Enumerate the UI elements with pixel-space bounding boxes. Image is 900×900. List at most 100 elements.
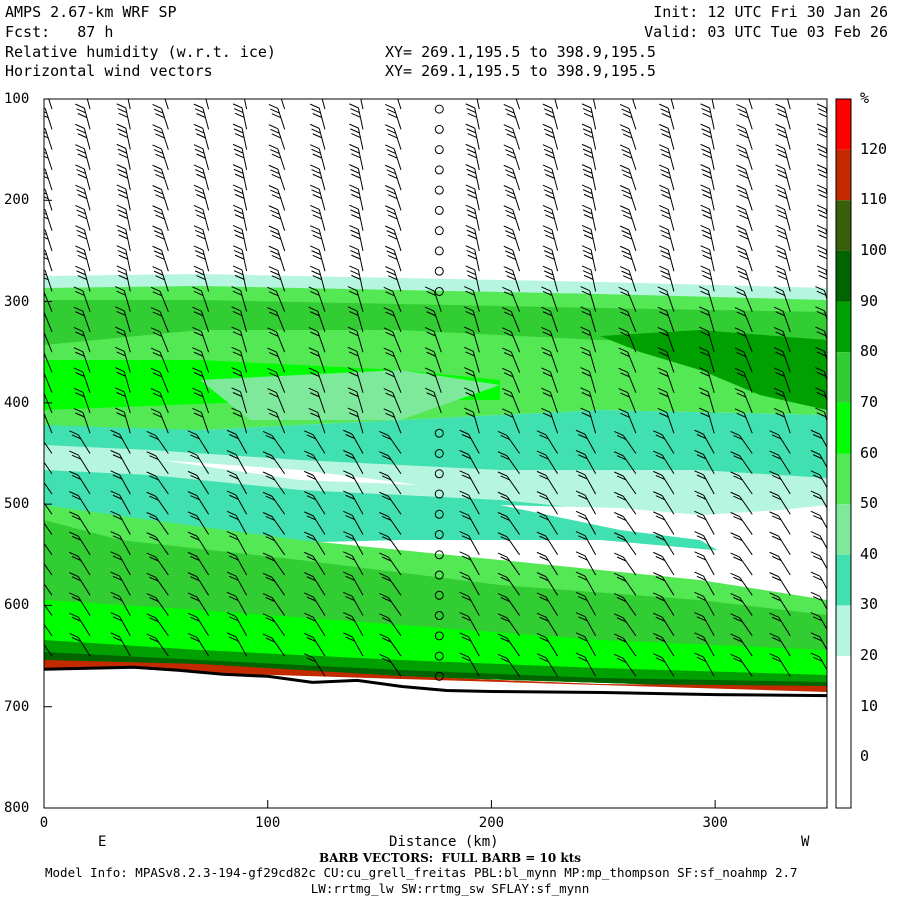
wind-barb <box>734 347 753 373</box>
wind-barb <box>736 225 753 252</box>
wind-barb <box>497 552 520 576</box>
wind-barb <box>618 327 637 353</box>
wind-barb <box>464 326 480 353</box>
wind-barb <box>698 367 715 393</box>
wind-barb <box>434 509 444 519</box>
wind-barb <box>659 144 675 171</box>
wind-barb <box>614 653 637 677</box>
wind-barb <box>769 612 791 637</box>
wind-barb <box>267 408 286 434</box>
wind-barb <box>146 593 169 616</box>
wind-barb <box>308 306 326 333</box>
wind-barb <box>73 347 91 373</box>
plot-frame <box>43 98 828 809</box>
wind-barb <box>503 164 521 191</box>
wind-barb <box>619 225 637 252</box>
wind-barb <box>304 511 326 535</box>
colorbar-swatch <box>836 656 851 707</box>
wind-barb <box>187 632 210 657</box>
wind-barb <box>424 326 442 353</box>
wind-barb <box>75 144 91 171</box>
barb-note: BARB VECTORS: FULL BARB = 10 kts <box>318 851 582 865</box>
wind-barb <box>700 245 715 272</box>
wind-barb <box>434 205 444 215</box>
wind-barb <box>192 286 210 312</box>
wind-barb <box>769 470 791 495</box>
wind-barb <box>581 204 597 231</box>
wind-barb <box>268 144 286 171</box>
colorbar-swatch <box>836 352 851 403</box>
wind-barb <box>465 265 480 292</box>
colorbar-label: 40 <box>860 544 879 563</box>
wind-barb <box>536 551 559 576</box>
wind-barb <box>75 204 91 231</box>
wind-barb <box>267 307 286 333</box>
wind-barb <box>268 266 286 292</box>
wind-barb <box>694 429 715 454</box>
wind-barb <box>308 367 326 393</box>
wind-barb <box>614 512 637 535</box>
wind-barb <box>152 185 169 211</box>
wind-barb <box>575 510 597 535</box>
wind-barb <box>810 571 827 590</box>
wind-barb <box>349 143 364 171</box>
wind-barb <box>614 593 637 616</box>
wind-barb <box>575 490 597 515</box>
y-tick-label: 300 <box>4 293 30 310</box>
wind-barb <box>424 286 442 312</box>
wind-barb <box>618 367 637 393</box>
wind-barb <box>619 245 637 272</box>
wind-barb <box>75 245 91 272</box>
wind-barb <box>619 144 637 171</box>
wind-barb <box>459 551 480 576</box>
wind-barb <box>497 593 520 616</box>
wind-barb <box>434 185 444 195</box>
wind-barb <box>146 491 169 515</box>
wind-barb <box>232 123 248 150</box>
wind-barb <box>379 512 402 535</box>
wind-barb <box>44 147 53 171</box>
wind-barb <box>115 387 131 414</box>
wind-barb <box>187 511 210 535</box>
wind-barb <box>434 124 444 134</box>
model-info: Model Info: MPASv8.2.3-194-gf29cd82c CU:… <box>45 865 798 880</box>
wind-barb <box>614 552 637 576</box>
wind-barb <box>434 469 444 479</box>
wind-barb <box>810 632 827 651</box>
wind-barb <box>575 612 597 637</box>
wind-barb <box>73 286 91 312</box>
wind-barb <box>618 347 637 373</box>
wind-barb <box>116 123 131 150</box>
wind-barb <box>110 450 131 474</box>
wind-barb <box>541 367 559 393</box>
wind-barb <box>116 164 131 191</box>
wind-barb <box>150 327 169 353</box>
wind-barb <box>464 407 480 434</box>
y-tick-label: 800 <box>4 800 30 816</box>
wind-barb <box>304 612 326 637</box>
colorbar-label: 70 <box>860 392 879 411</box>
wind-barb <box>769 430 791 454</box>
wind-barb <box>773 306 791 333</box>
wind-barb <box>575 551 597 576</box>
wind-barb <box>383 408 402 434</box>
wind-barb <box>434 530 444 540</box>
wind-barb <box>773 407 791 434</box>
wind-barb <box>465 245 480 272</box>
wind-barb <box>653 632 675 657</box>
wind-barb <box>554 99 559 110</box>
wind-barb <box>657 367 675 393</box>
wind-barb <box>150 347 169 373</box>
wind-barb <box>730 593 753 616</box>
wind-barb <box>187 491 210 515</box>
wind-barb <box>69 450 91 475</box>
wind-barb <box>150 388 169 414</box>
y-tick-label: 500 <box>4 496 30 513</box>
wind-barb <box>459 531 480 556</box>
wind-barb <box>379 471 402 495</box>
wind-barb <box>434 631 444 641</box>
wind-barb <box>226 591 248 616</box>
wind-barb <box>187 612 210 637</box>
wind-barb <box>110 551 131 576</box>
wind-barb <box>694 612 715 637</box>
